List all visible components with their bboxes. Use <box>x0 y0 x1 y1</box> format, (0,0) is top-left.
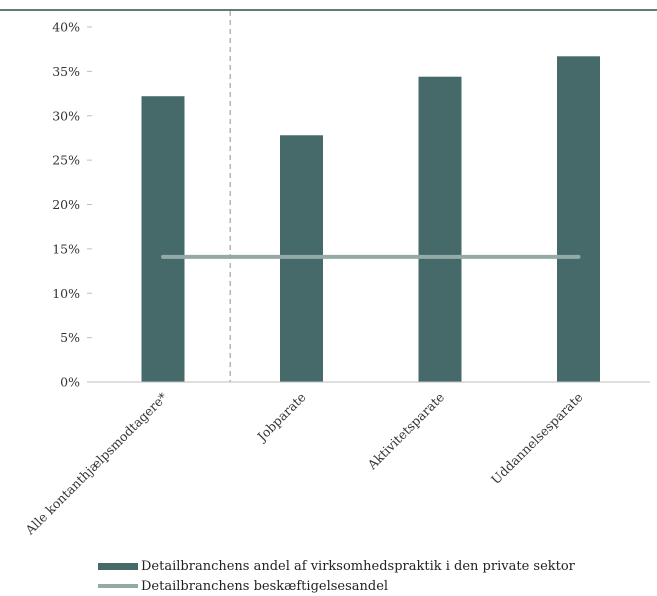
y-tick-label: 0% <box>60 375 80 390</box>
y-tick-label: 40% <box>52 20 80 35</box>
x-category-label: Uddannelsesparate <box>488 390 586 488</box>
legend-swatch-line <box>98 584 138 588</box>
y-tick-label: 35% <box>52 64 80 79</box>
x-category-label: Alle kontanthjælpsmodtagere* <box>22 389 171 538</box>
y-tick-label: 5% <box>60 330 80 345</box>
x-axis: Alle kontanthjælpsmodtagere* Jobparate Akt… <box>22 381 650 538</box>
legend-label-line: Detailbranchens beskæftigelsesandel <box>141 578 389 594</box>
y-tick-label: 25% <box>52 153 80 168</box>
y-tick-label: 20% <box>52 197 80 212</box>
bar-series <box>141 56 600 382</box>
legend: Detailbranchens andel af virksomhedsprak… <box>98 556 575 596</box>
y-tick-label: 30% <box>52 108 80 123</box>
legend-item-bars: Detailbranchens andel af virksomhedsprak… <box>98 556 575 576</box>
x-category-label: Aktivitetsparate <box>364 390 447 473</box>
legend-swatch-bar <box>98 562 138 570</box>
bar <box>557 56 600 382</box>
y-tick-label: 15% <box>52 241 80 256</box>
x-category-label: Jobparate <box>253 390 309 446</box>
legend-item-line: Detailbranchens beskæftigelsesandel <box>98 576 575 596</box>
legend-label-bars: Detailbranchens andel af virksomhedsprak… <box>141 558 575 574</box>
bar <box>418 76 462 382</box>
y-axis: 0% 5% 10% 15% 20% 25% 30% 35% 40% <box>52 20 92 390</box>
y-tick-label: 10% <box>52 286 80 301</box>
bar <box>141 96 185 382</box>
